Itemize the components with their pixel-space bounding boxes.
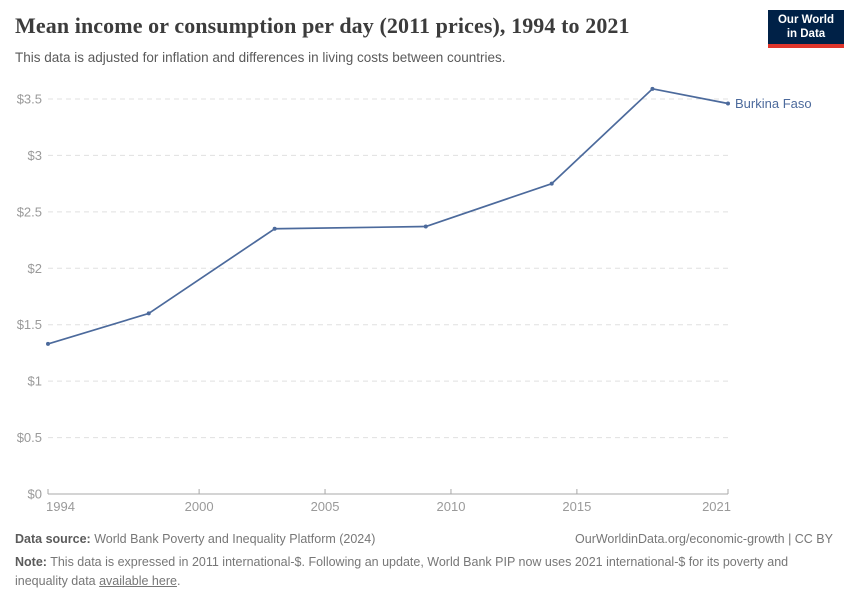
line-chart-plot[interactable]: $0 $0.5 $1 $1.5 $2 $2.5 $3 $3.5 1994 2000 2005 2010… <box>0 75 850 520</box>
note-text: This data is expressed in 2011 internati… <box>15 555 789 588</box>
y-tick-label: $1 <box>28 374 42 389</box>
owid-credit-link[interactable]: OurWorldinData.org/economic-growth | CC … <box>575 532 833 546</box>
owid-logo-line2: in Data <box>786 28 826 40</box>
y-tick-label: $3.5 <box>17 92 42 107</box>
line-series[interactable] <box>47 87 729 345</box>
x-tick-label: 2000 <box>185 499 214 514</box>
y-tick-label: $2.5 <box>17 204 42 219</box>
note-label: Note: <box>15 555 47 569</box>
owid-logo: Our World in Data <box>768 10 844 48</box>
note-period: . <box>176 573 181 588</box>
data-point-marker[interactable] <box>423 224 428 229</box>
data-point-marker[interactable] <box>650 86 655 91</box>
x-tick-label: 2005 <box>311 499 340 514</box>
data-point-marker[interactable] <box>272 226 277 231</box>
y-tick-label: $1.5 <box>17 317 42 332</box>
data-source: Data source: World Bank Poverty and Ineq… <box>15 532 375 546</box>
data-source-label: Data source: <box>15 532 91 546</box>
y-tick-label: $0.5 <box>17 430 42 445</box>
x-tick-label: 1994 <box>46 499 75 514</box>
y-tick-label: $0 <box>28 487 42 502</box>
y-tick-label: $2 <box>28 261 42 276</box>
page-title: Mean income or consumption per day (2011… <box>15 13 630 38</box>
owid-logo-line1: Our World <box>777 14 834 26</box>
chart-subtitle: This data is adjusted for inflation and … <box>15 50 506 65</box>
chart-note: Note: This data is expressed in 2011 int… <box>15 553 823 590</box>
x-tick-label: 2021 <box>702 499 731 514</box>
y-tick-label: $3 <box>28 148 42 163</box>
data-point-marker[interactable] <box>549 181 554 186</box>
series-end-label[interactable]: Burkina Faso <box>735 96 812 111</box>
data-point-marker[interactable] <box>46 341 50 346</box>
x-tick-label: 2010 <box>437 499 466 514</box>
data-point-marker[interactable] <box>146 311 151 316</box>
available-here-link[interactable]: available here <box>99 573 177 588</box>
data-point-marker[interactable] <box>726 101 730 106</box>
x-tick-label: 2015 <box>562 499 591 514</box>
data-source-text: World Bank Poverty and Inequality Platfo… <box>94 532 376 546</box>
